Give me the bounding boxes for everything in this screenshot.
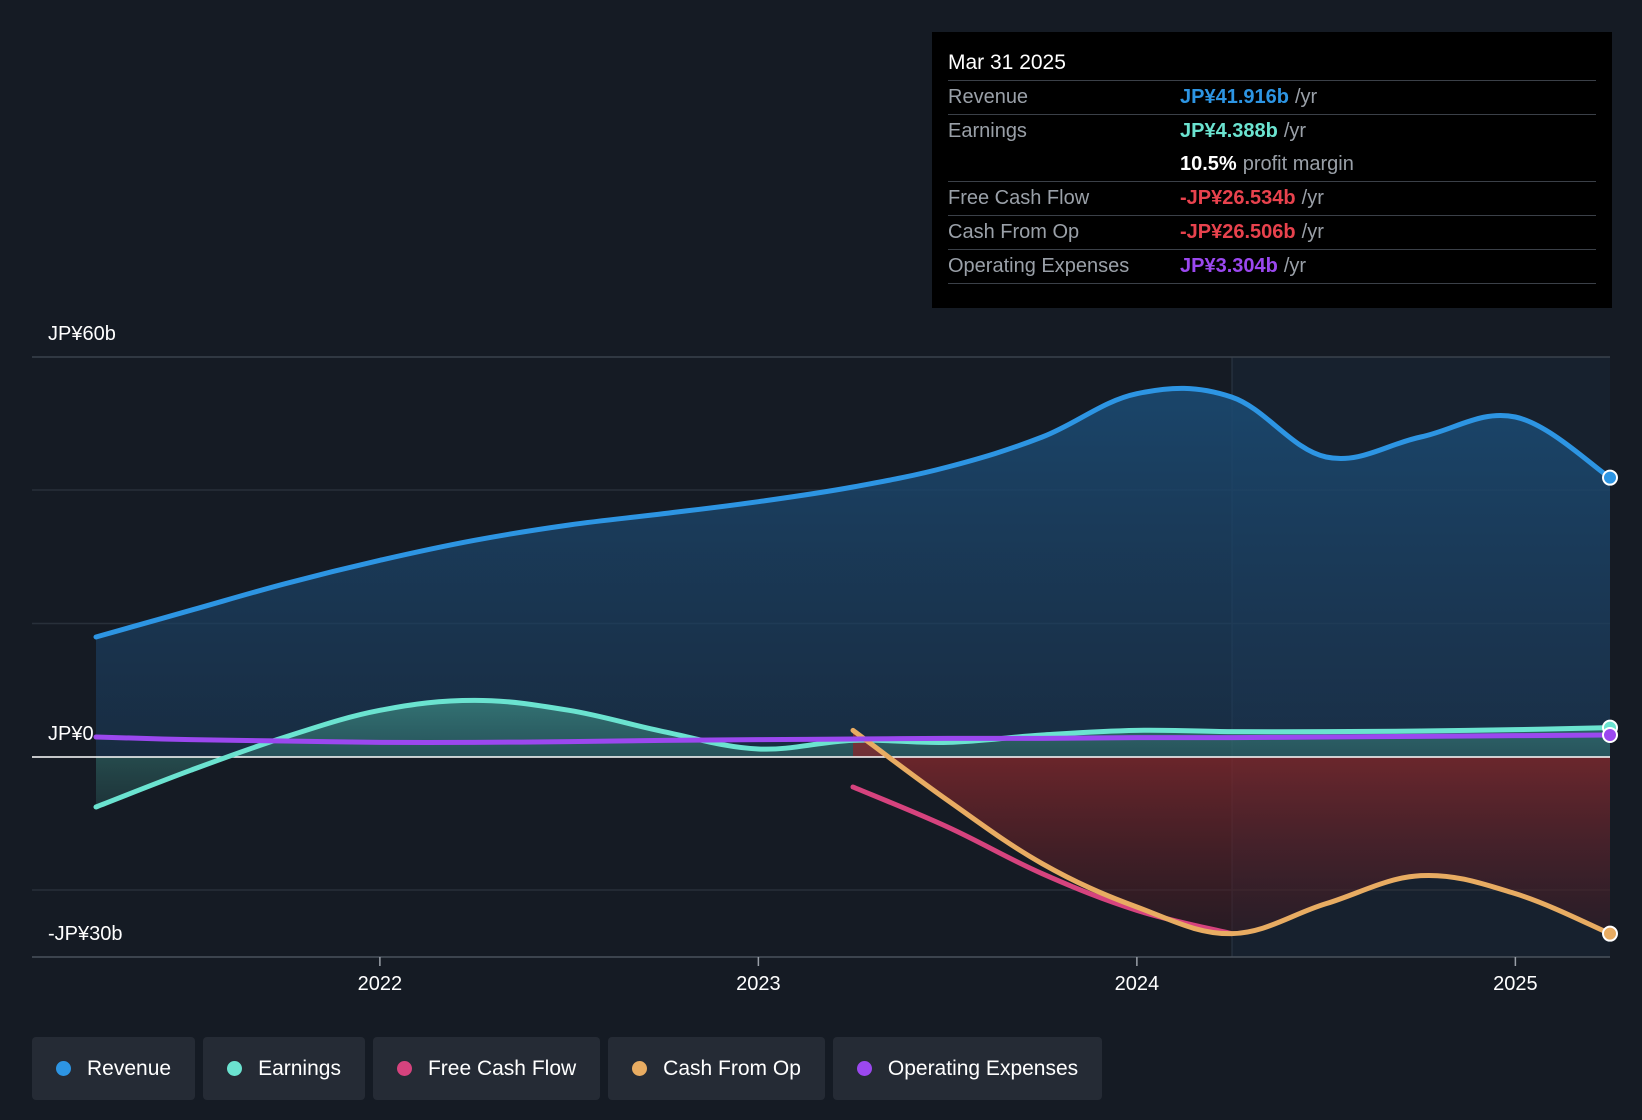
tooltip-label: Cash From Op <box>948 221 1080 243</box>
tooltip-value: 10.5% <box>1180 153 1237 175</box>
tooltip-value: JP¥4.388b <box>1180 120 1278 142</box>
legend-label: Cash From Op <box>663 1056 801 1080</box>
tooltip-unit: /yr <box>1301 221 1324 243</box>
legend-label: Earnings <box>258 1056 341 1080</box>
tooltip-unit: /yr <box>1283 255 1307 277</box>
tooltip-row-revenue: Revenue JP¥41.916b /yr <box>948 81 1596 115</box>
tooltip-value: -JP¥26.534b <box>1180 187 1296 209</box>
opex-endpoint <box>1602 727 1618 743</box>
cfo-endpoint <box>1602 925 1618 942</box>
free-cash-flow-dot-icon <box>396 1061 412 1076</box>
earnings-dot-icon <box>227 1061 243 1076</box>
legend-item-free-cash-flow[interactable]: Free Cash Flow <box>372 1037 601 1100</box>
legend-item-earnings[interactable]: Earnings <box>203 1037 365 1100</box>
legend-label: Operating Expenses <box>887 1056 1079 1080</box>
tooltip-row-margin: 10.5% profit margin <box>948 148 1596 182</box>
cash-from-op-area <box>853 730 1610 934</box>
x-ticks: 2022 2023 2024 2025 <box>358 957 1538 995</box>
x-tick-label: 2022 <box>358 973 403 995</box>
tooltip-value: JP¥3.304b <box>1180 255 1278 277</box>
revenue-line <box>93 385 1613 640</box>
revenue-area <box>96 388 1610 757</box>
tooltip-value: -JP¥26.506b <box>1180 221 1296 243</box>
tooltip-label: Free Cash Flow <box>948 187 1090 209</box>
legend-label: Revenue <box>87 1056 172 1080</box>
series-endpoints <box>1602 469 1618 942</box>
tooltip-row-fcf: Free Cash Flow -JP¥26.534b /yr <box>948 182 1596 216</box>
series-areas <box>96 388 1610 934</box>
legend-item-revenue[interactable]: Revenue <box>32 1037 196 1100</box>
x-tick-label: 2023 <box>736 973 781 995</box>
legend-label: Free Cash Flow <box>427 1056 577 1080</box>
series-lines <box>93 385 1613 937</box>
tooltip-unit: profit margin <box>1242 153 1354 175</box>
opex-line <box>93 732 1613 745</box>
x-tick-label: 2025 <box>1493 973 1538 995</box>
revenue-endpoint <box>1602 469 1618 486</box>
legend: Revenue Earnings Free Cash Flow Cash Fro… <box>32 1037 1103 1100</box>
tooltip-label: Revenue <box>948 86 1029 108</box>
revenue-dot-icon <box>56 1061 71 1076</box>
y-tick-label-0: JP¥0 <box>48 723 94 745</box>
legend-item-cash-from-op[interactable]: Cash From Op <box>608 1037 825 1100</box>
y-tick-label-60b: JP¥60b <box>48 323 116 345</box>
tooltip-row-opex: Operating Expenses JP¥3.304b /yr <box>948 250 1596 284</box>
y-tick-label-neg30b: -JP¥30b <box>48 923 123 945</box>
cfo-line <box>850 727 1613 937</box>
tooltip: Mar 31 2025 Revenue JP¥41.916b /yr Earni… <box>932 32 1612 308</box>
tooltip-row-earnings: Earnings JP¥4.388b /yr <box>948 115 1596 148</box>
cash-from-op-dot-icon <box>632 1061 648 1076</box>
x-tick-label: 2024 <box>1115 973 1160 995</box>
tooltip-label: Earnings <box>948 120 1027 142</box>
tooltip-row-cfo: Cash From Op -JP¥26.506b /yr <box>948 216 1596 250</box>
operating-expenses-dot-icon <box>856 1061 872 1076</box>
legend-item-operating-expenses[interactable]: Operating Expenses <box>832 1037 1103 1100</box>
tooltip-unit: /yr <box>1283 120 1307 142</box>
tooltip-value: JP¥41.916b <box>1180 86 1289 108</box>
tooltip-unit: /yr <box>1301 187 1324 209</box>
tooltip-date: Mar 31 2025 <box>948 46 1596 81</box>
tooltip-unit: /yr <box>1294 86 1318 108</box>
tooltip-label: Operating Expenses <box>948 255 1130 277</box>
